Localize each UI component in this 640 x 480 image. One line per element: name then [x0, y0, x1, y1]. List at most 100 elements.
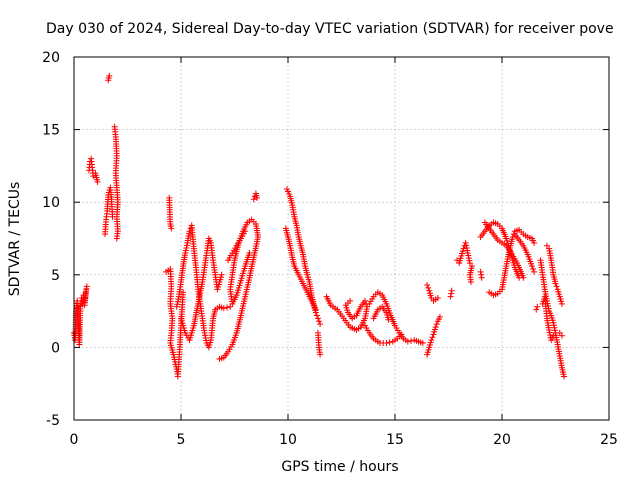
data-point	[106, 72, 113, 79]
data-point	[553, 283, 560, 290]
data-point	[462, 239, 469, 246]
data-point	[175, 296, 182, 303]
data-point	[432, 324, 439, 331]
y-tick-label: 20	[42, 50, 60, 66]
data-point	[550, 322, 557, 329]
data-point	[448, 290, 455, 297]
data-point	[408, 337, 415, 344]
data-point	[463, 244, 470, 251]
data-point	[434, 295, 441, 302]
x-tick-label: 25	[600, 432, 618, 448]
data-point	[202, 334, 209, 341]
data-point	[561, 373, 568, 380]
data-point	[224, 304, 231, 311]
data-point	[534, 303, 541, 310]
data-point	[201, 329, 208, 336]
chart-title: Day 030 of 2024, Sidereal Day-to-day VTE…	[46, 21, 614, 37]
data-point	[246, 250, 253, 257]
data-point	[550, 319, 557, 326]
data-point	[447, 293, 454, 300]
data-point	[404, 338, 411, 345]
data-point	[466, 257, 473, 264]
data-point	[385, 316, 392, 323]
data-point	[94, 178, 101, 185]
data-point	[168, 225, 175, 232]
data-point	[463, 242, 470, 249]
data-point	[312, 306, 319, 313]
data-point	[558, 300, 565, 307]
data-point	[531, 268, 538, 275]
data-point	[465, 252, 472, 259]
x-tick-label: 5	[177, 432, 186, 448]
data-point	[314, 315, 321, 322]
data-point	[448, 287, 455, 294]
y-tick-label: 5	[51, 268, 60, 284]
data-point	[429, 334, 436, 341]
data-point	[253, 194, 260, 201]
data-point	[347, 297, 354, 304]
data-point	[546, 329, 553, 336]
data-point	[533, 306, 540, 313]
data-point	[383, 340, 390, 347]
data-point	[478, 271, 485, 278]
data-point	[551, 324, 558, 331]
data-point	[174, 298, 181, 305]
data-point	[531, 239, 538, 246]
data-point	[478, 274, 485, 281]
data-point	[313, 312, 320, 319]
data-point	[218, 271, 225, 278]
data-point	[220, 305, 227, 312]
data-point	[467, 279, 474, 286]
data-point	[81, 297, 88, 304]
x-axis-label: GPS time / hours	[281, 459, 398, 475]
data-point	[424, 281, 431, 288]
data-point	[242, 228, 249, 235]
data-point	[425, 284, 432, 291]
data-point	[183, 244, 190, 251]
x-tick-label: 0	[70, 432, 79, 448]
data-points	[71, 72, 568, 380]
data-point	[528, 263, 535, 270]
data-point	[182, 250, 189, 257]
data-point	[477, 268, 484, 275]
data-point	[182, 247, 189, 254]
axis-ticks: 0 5 10 15 20 25 -5 0 5 10 15 20	[42, 50, 618, 448]
data-point	[316, 318, 323, 325]
data-point	[113, 235, 120, 242]
data-point	[419, 340, 426, 347]
data-point	[386, 339, 393, 346]
y-tick-label: -5	[46, 413, 60, 429]
y-axis-label: SDTVAR / TECUs	[7, 182, 23, 297]
data-point	[464, 247, 471, 254]
data-point	[250, 196, 257, 203]
data-point	[550, 332, 557, 339]
data-point	[436, 313, 443, 320]
data-point	[465, 255, 472, 262]
data-point	[558, 332, 565, 339]
data-point	[552, 280, 559, 287]
data-point	[516, 274, 523, 281]
data-point	[173, 303, 180, 310]
data-point	[464, 250, 471, 257]
data-point	[433, 321, 440, 328]
data-point	[551, 327, 558, 334]
x-tick-label: 10	[279, 432, 297, 448]
y-tick-label: 10	[42, 195, 60, 211]
grid-lines	[74, 57, 609, 420]
data-point	[546, 326, 553, 333]
data-point	[460, 245, 467, 252]
x-tick-label: 15	[386, 432, 404, 448]
data-point	[317, 351, 324, 358]
data-point	[174, 301, 181, 308]
data-point	[202, 332, 209, 339]
data-point	[398, 331, 405, 338]
data-point	[183, 242, 190, 249]
data-point	[317, 321, 324, 328]
data-point	[78, 300, 85, 307]
y-tick-label: 15	[42, 123, 60, 139]
data-point	[530, 265, 537, 272]
x-tick-label: 20	[493, 432, 511, 448]
plot-frame	[73, 56, 610, 421]
data-point	[186, 228, 193, 235]
